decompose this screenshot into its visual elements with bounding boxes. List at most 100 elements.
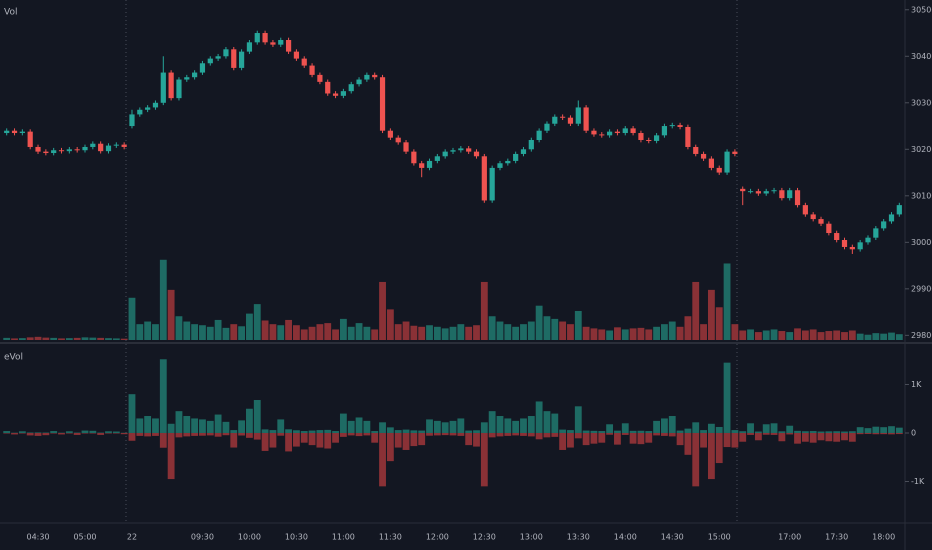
evol-bar xyxy=(159,359,167,433)
evol-bar xyxy=(11,432,18,435)
volume-bar xyxy=(332,329,339,340)
candle-body xyxy=(583,107,589,131)
evol-bar xyxy=(214,432,222,437)
candle-body xyxy=(599,134,605,136)
volume-bar xyxy=(535,305,543,340)
evol-bar xyxy=(183,416,191,433)
volume-bar xyxy=(26,337,34,340)
evol-bar xyxy=(527,432,535,437)
candle-body xyxy=(356,79,362,85)
volume-bar xyxy=(300,329,308,340)
x-tick-label: 13:00 xyxy=(520,533,543,542)
evol-bar xyxy=(762,432,770,435)
volume-bar xyxy=(18,338,26,340)
candle-body xyxy=(732,151,738,154)
candle-body xyxy=(372,74,378,78)
evol-bar xyxy=(261,432,269,451)
evol-bar xyxy=(848,431,856,433)
evol-bar xyxy=(786,425,794,433)
volume-bar xyxy=(426,325,433,340)
volume-bar xyxy=(527,321,535,340)
evol-bar xyxy=(18,431,26,433)
candle-body xyxy=(661,126,668,136)
volume-bar xyxy=(715,307,723,340)
candle-body xyxy=(473,151,480,157)
evol-bar xyxy=(629,432,637,444)
volume-bar xyxy=(762,330,770,340)
candle-body xyxy=(74,149,80,151)
evol-bar xyxy=(175,432,183,438)
evol-bar xyxy=(120,432,128,435)
evol-bar xyxy=(465,430,473,433)
candle-body xyxy=(176,79,182,99)
volume-bar xyxy=(841,332,848,340)
candle-body xyxy=(497,163,503,168)
candle-body xyxy=(278,40,284,45)
x-tick-label: 15:00 xyxy=(708,533,731,542)
evol-bar xyxy=(65,431,73,433)
evol-bar xyxy=(817,432,825,441)
candle-body xyxy=(865,237,871,243)
evol-bar xyxy=(347,432,355,436)
volume-bar xyxy=(308,326,316,340)
evol-bar xyxy=(26,432,34,436)
evol-bar xyxy=(441,432,449,436)
y-tick-label: 30400 xyxy=(911,52,932,61)
candle-body xyxy=(19,131,25,134)
volume-bar xyxy=(128,297,136,340)
volume-bar xyxy=(574,310,582,340)
evol-bar xyxy=(598,432,606,443)
candle-body xyxy=(90,143,96,147)
volume-bar xyxy=(864,334,872,340)
evol-bar xyxy=(794,430,801,433)
evol-bar xyxy=(606,424,614,433)
evol-bar xyxy=(34,432,42,433)
volume-bar xyxy=(551,318,559,340)
volume-bar xyxy=(285,319,292,340)
evol-bar xyxy=(363,432,371,436)
candle-body xyxy=(560,116,566,118)
volume-bar xyxy=(246,313,253,340)
evol-bar xyxy=(754,431,762,433)
evol-bar xyxy=(582,432,590,446)
evol-bar xyxy=(488,432,496,438)
candle-body xyxy=(231,49,237,68)
evol-bar xyxy=(559,429,567,433)
evol-bar xyxy=(707,423,715,433)
volume-bar xyxy=(34,336,42,340)
volume-bar xyxy=(167,289,175,340)
evol-bar xyxy=(214,414,222,433)
volume-bar xyxy=(206,326,214,340)
candle-body xyxy=(724,151,730,173)
candle-body xyxy=(881,221,887,229)
volume-bar xyxy=(754,332,762,340)
pane-title: Vol xyxy=(4,8,17,18)
candle-body xyxy=(505,160,511,164)
y-tick-label: 29800 xyxy=(911,331,932,340)
volume-bar xyxy=(880,333,888,340)
volume-bar xyxy=(89,337,97,340)
evol-bar xyxy=(426,432,433,436)
candle-body xyxy=(11,130,18,134)
volume-bar xyxy=(794,328,801,340)
volume-bar xyxy=(339,318,347,340)
candle-body xyxy=(763,191,769,194)
evol-bar xyxy=(285,429,292,433)
evol-bar xyxy=(653,420,661,433)
x-tick-label: 12:00 xyxy=(426,533,449,542)
evol-bar xyxy=(621,432,629,435)
candle-body xyxy=(27,131,33,147)
evol-bar xyxy=(426,419,433,433)
evol-bar xyxy=(332,432,339,443)
x-tick-label: 12:30 xyxy=(473,533,496,542)
volume-bar xyxy=(347,326,355,340)
evol-bar xyxy=(253,432,261,440)
candle-body xyxy=(379,77,386,131)
x-tick-label: 17:30 xyxy=(825,533,848,542)
volume-bar xyxy=(473,325,480,340)
volume-bar xyxy=(637,327,645,340)
x-tick-label: 10:30 xyxy=(285,533,308,542)
evol-bar xyxy=(394,430,402,433)
volume-bar xyxy=(457,324,465,340)
